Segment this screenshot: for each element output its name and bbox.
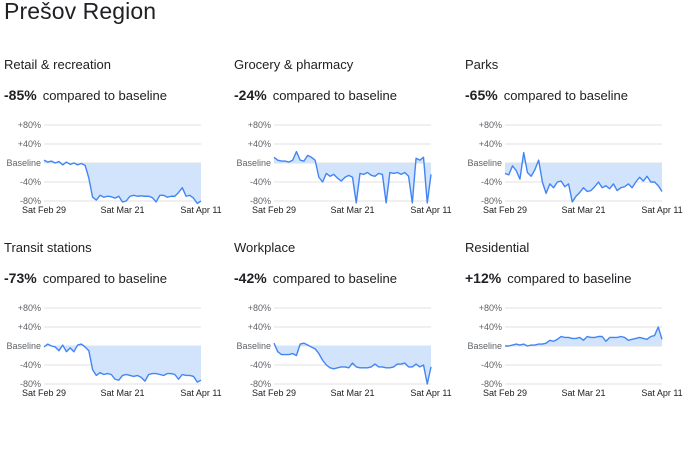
chart-panel-grocery: Grocery & pharmacy -24% compared to basel… [234,57,459,237]
page-title: Prešov Region [4,0,157,24]
change-summary: +12% compared to baseline [465,270,632,286]
y-tick-label: -40% [250,177,271,187]
x-tick-label: Sat Mar 21 [561,205,605,215]
y-tick-label: Baseline [467,158,502,168]
chart-panel-transit: Transit stations -73% compared to baselin… [4,240,229,420]
y-tick-label: +80% [479,303,502,313]
x-tick-label: Sat Apr 11 [641,388,682,398]
y-tick-label: +40% [18,322,41,332]
mobility-chart: +80% +40% Baseline -40% -80%Sat Feb 29 Sat Ma… [467,120,682,215]
change-suffix: compared to baseline [503,88,628,103]
change-suffix: compared to baseline [272,271,397,286]
change-suffix: compared to baseline [507,271,632,286]
chart-panel-parks: Parks -65% compared to baseline +80% +40% B… [465,57,690,237]
x-tick-label: Sat Feb 29 [252,388,296,398]
x-tick-label: Sat Mar 21 [330,388,374,398]
change-summary: -73% compared to baseline [4,270,167,286]
area-fill [44,344,201,383]
x-tick-label: Sat Mar 21 [330,205,374,215]
x-tick-label: Sat Mar 21 [100,205,144,215]
chart-panel-retail: Retail & recreation -85% compared to base… [4,57,229,237]
y-tick-label: -80% [481,196,502,206]
series-line [504,151,663,203]
y-tick-label: +80% [248,303,271,313]
x-tick-label: Sat Apr 11 [410,205,451,215]
x-tick-label: Sat Feb 29 [252,205,296,215]
y-tick-label: Baseline [236,341,271,351]
chart-panel-residential: Residential +12% compared to baseline +80… [465,240,690,420]
series-line [505,326,663,347]
change-value: +12% [465,270,502,286]
x-tick-label: Sat Feb 29 [483,388,527,398]
chart-title: Transit stations [4,240,92,255]
y-tick-label: -40% [250,360,271,370]
change-summary: -42% compared to baseline [234,270,397,286]
y-tick-label: +80% [248,120,271,130]
y-tick-label: +80% [18,303,41,313]
y-tick-label: +40% [479,139,502,149]
area-fill [505,327,662,346]
chart-title: Grocery & pharmacy [234,57,354,72]
chart-title: Workplace [234,240,296,255]
y-tick-label: +40% [479,322,502,332]
change-summary: -85% compared to baseline [4,87,167,103]
x-tick-label: Sat Apr 11 [410,388,451,398]
change-suffix: compared to baseline [272,88,397,103]
y-tick-label: Baseline [6,158,41,168]
change-value: -24% [234,87,267,103]
chart-title: Residential [465,240,530,255]
y-tick-label: -80% [250,196,271,206]
change-value: -65% [465,87,498,103]
y-tick-label: -40% [20,177,41,187]
series-line [273,342,432,385]
y-tick-label: -40% [481,177,502,187]
x-tick-label: Sat Feb 29 [22,388,66,398]
change-summary: -24% compared to baseline [234,87,397,103]
y-tick-label: +80% [18,120,41,130]
x-tick-label: Sat Apr 11 [180,205,221,215]
y-tick-label: -40% [481,360,502,370]
x-tick-label: Sat Mar 21 [100,388,144,398]
change-value: -42% [234,270,267,286]
change-value: -73% [4,270,37,286]
y-tick-label: +80% [479,120,502,130]
y-tick-label: Baseline [467,341,502,351]
y-tick-label: +40% [18,139,41,149]
y-tick-label: -80% [20,379,41,389]
mobility-chart: +80% +40% Baseline -40% -80%Sat Feb 29 Sat Ma… [236,303,451,398]
mobility-chart: +80% +40% Baseline -40% -80%Sat Feb 29 Sat Ma… [6,303,221,398]
change-suffix: compared to baseline [42,88,167,103]
y-tick-label: +40% [248,322,271,332]
chart-panel-workplace: Workplace -42% compared to baseline +80% +… [234,240,459,420]
series-line [43,159,202,205]
y-tick-label: -80% [250,379,271,389]
mobility-chart: +80% +40% Baseline -40% -80%Sat Feb 29 Sat Ma… [467,303,682,398]
x-tick-label: Sat Feb 29 [483,205,527,215]
y-tick-label: Baseline [6,341,41,351]
series-line [43,343,202,383]
change-value: -85% [4,87,37,103]
y-tick-label: -80% [20,196,41,206]
x-tick-label: Sat Mar 21 [561,388,605,398]
chart-title: Parks [465,57,499,72]
x-tick-label: Sat Apr 11 [641,205,682,215]
mobility-chart: +80% +40% Baseline -40% -80%Sat Feb 29 Sat Ma… [6,120,221,215]
x-tick-label: Sat Feb 29 [22,205,66,215]
series-line [273,150,432,204]
change-summary: -65% compared to baseline [465,87,628,103]
x-tick-label: Sat Apr 11 [180,388,221,398]
area-fill [505,152,662,202]
chart-title: Retail & recreation [4,57,111,72]
y-tick-label: Baseline [236,158,271,168]
y-tick-label: -40% [20,360,41,370]
area-fill [44,160,201,204]
y-tick-label: +40% [248,139,271,149]
area-fill [274,343,431,384]
mobility-chart: +80% +40% Baseline -40% -80%Sat Feb 29 Sat Ma… [236,120,451,215]
y-tick-label: -80% [481,379,502,389]
change-suffix: compared to baseline [42,271,167,286]
